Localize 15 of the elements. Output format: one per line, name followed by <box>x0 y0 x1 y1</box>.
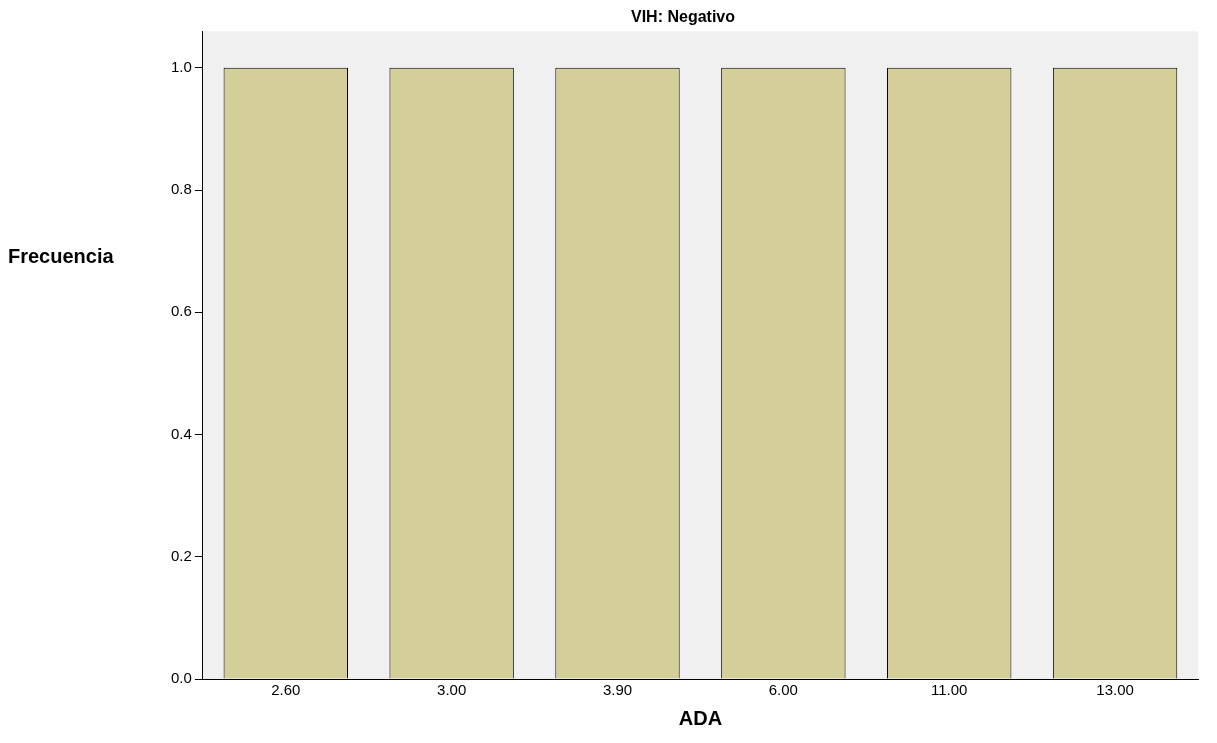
y-axis-title: Frecuencia <box>8 245 115 268</box>
x-tick-label: 2.60 <box>271 681 301 699</box>
y-tick-label: 0.6 <box>170 302 192 320</box>
y-tick-label: 0.0 <box>170 669 192 687</box>
y-tick-label: 0.8 <box>170 180 192 198</box>
x-axis-title: ADA <box>678 706 723 729</box>
chart-title: VIH: Negativo <box>630 8 736 26</box>
x-tick-label: 3.90 <box>602 681 633 699</box>
x-tick-label: 13.00 <box>1096 681 1134 699</box>
x-tick-label: 3.00 <box>437 681 467 699</box>
y-tick-label: 1.0 <box>170 58 192 76</box>
x-tick-label: 11.00 <box>930 681 968 699</box>
y-tick-label: 0.4 <box>170 424 192 442</box>
x-tick-label: 6.00 <box>768 681 798 699</box>
y-tick-label: 0.2 <box>170 546 192 564</box>
